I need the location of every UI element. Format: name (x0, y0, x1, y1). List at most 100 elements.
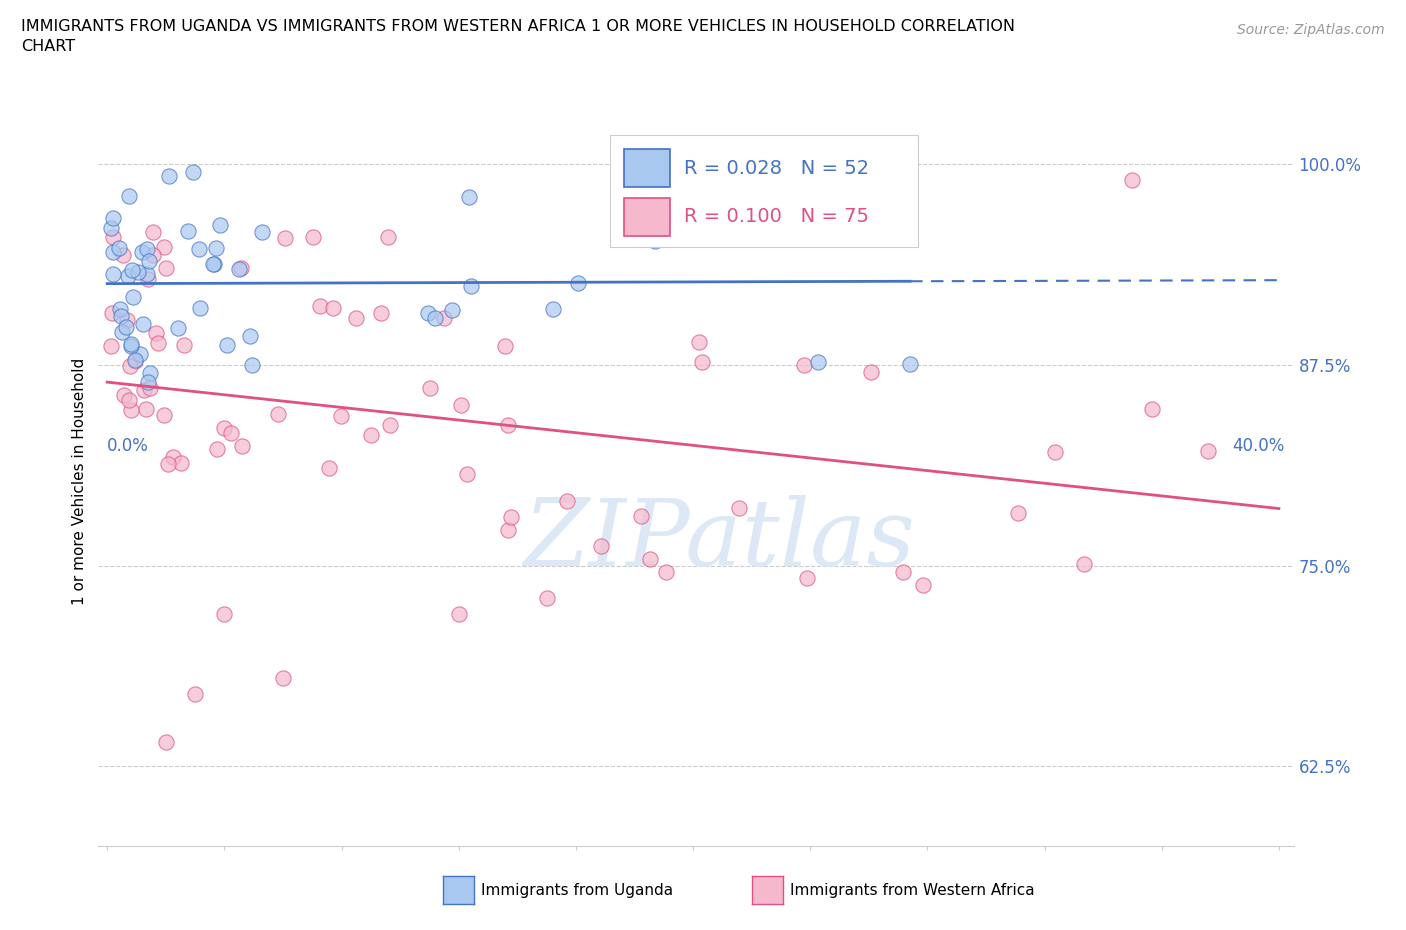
Point (912, 578, 935, 592)
Point (541, 301, 564, 316)
Point (138, 254, 160, 269)
Point (100, 220, 122, 235)
Point (898, 356, 921, 371)
Point (146, 335, 169, 350)
Point (162, 450, 184, 465)
Text: Immigrants from Western Africa: Immigrants from Western Africa (790, 883, 1035, 897)
Point (139, 380, 162, 395)
Point (274, 231, 297, 246)
Point (124, 353, 146, 368)
Point (121, 262, 143, 277)
Point (432, 311, 454, 325)
Point (173, 338, 195, 352)
Point (456, 466, 478, 481)
Point (1142, 401, 1164, 416)
Point (128, 346, 150, 361)
Point (688, 335, 710, 350)
Point (1121, 173, 1143, 188)
Point (860, 365, 883, 379)
Point (202, 257, 225, 272)
Point (167, 321, 190, 336)
Point (136, 241, 159, 256)
Text: 0.0%: 0.0% (107, 437, 149, 456)
Point (447, 606, 470, 621)
Point (638, 551, 661, 566)
Point (567, 276, 589, 291)
Y-axis label: 1 or more Vehicles in Household: 1 or more Vehicles in Household (72, 358, 87, 604)
Point (229, 261, 252, 276)
Text: 40.0%: 40.0% (1232, 437, 1285, 456)
Text: Source: ZipAtlas.com: Source: ZipAtlas.com (1237, 23, 1385, 37)
Text: Immigrants from Uganda: Immigrants from Uganda (481, 883, 673, 897)
Point (142, 224, 165, 239)
Point (110, 309, 132, 324)
FancyBboxPatch shape (624, 149, 669, 187)
Point (360, 428, 382, 443)
Point (1197, 444, 1219, 458)
Point (115, 312, 138, 327)
Point (891, 565, 914, 579)
Point (1073, 557, 1095, 572)
Point (120, 339, 142, 353)
Point (1043, 445, 1066, 459)
Point (209, 218, 232, 232)
Point (205, 441, 228, 456)
Point (157, 168, 180, 183)
Point (735, 166, 758, 181)
Point (536, 591, 558, 605)
Point (131, 245, 153, 259)
Point (501, 510, 523, 525)
Point (139, 365, 162, 380)
Point (228, 261, 250, 276)
Text: R = 0.100   N = 75: R = 0.100 N = 75 (685, 207, 869, 227)
Point (114, 320, 136, 335)
Point (103, 211, 125, 226)
Point (145, 326, 167, 340)
Text: IMMIGRANTS FROM UGANDA VS IMMIGRANTS FROM WESTERN AFRICA 1 OR MORE VEHICLES IN H: IMMIGRANTS FROM UGANDA VS IMMIGRANTS FRO… (21, 19, 1015, 33)
Point (242, 358, 264, 373)
Point (112, 388, 135, 403)
Point (457, 190, 479, 205)
Point (108, 301, 131, 316)
Point (136, 375, 159, 390)
Point (205, 241, 228, 256)
Point (644, 233, 666, 248)
Point (120, 337, 142, 352)
Point (591, 538, 613, 553)
Point (176, 223, 198, 238)
Point (101, 306, 124, 321)
Point (450, 397, 472, 412)
Point (423, 311, 446, 325)
Point (655, 565, 678, 579)
Point (302, 230, 325, 245)
FancyBboxPatch shape (624, 198, 669, 236)
Point (120, 403, 142, 418)
FancyBboxPatch shape (610, 135, 918, 247)
Point (156, 457, 179, 472)
Point (103, 230, 125, 245)
Point (690, 354, 713, 369)
Point (322, 301, 344, 316)
Point (121, 289, 143, 304)
Point (136, 271, 159, 286)
Text: ZIPatlas: ZIPatlas (524, 495, 915, 585)
Point (108, 240, 131, 255)
Point (181, 165, 204, 179)
Point (793, 358, 815, 373)
Point (1007, 505, 1029, 520)
Point (117, 269, 139, 284)
Point (308, 299, 330, 313)
Point (419, 381, 441, 396)
Point (416, 305, 439, 320)
Point (250, 225, 273, 240)
Point (120, 359, 142, 374)
Point (127, 264, 149, 279)
Point (100, 339, 122, 353)
Point (132, 382, 155, 397)
Point (136, 267, 159, 282)
Point (155, 260, 177, 275)
Point (496, 418, 519, 432)
Point (329, 408, 352, 423)
Point (214, 606, 236, 621)
Point (101, 245, 124, 259)
